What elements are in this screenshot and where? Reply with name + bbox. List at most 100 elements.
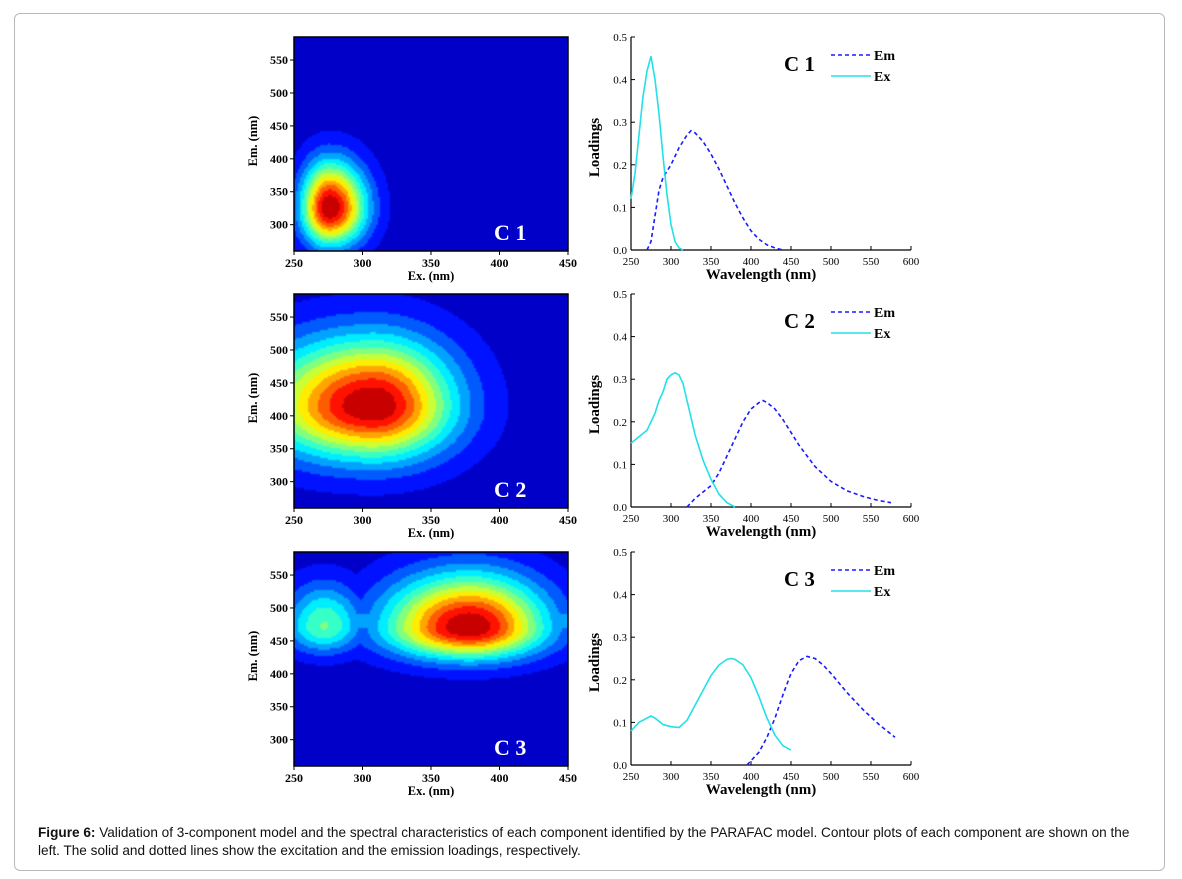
y-tick-label: 400	[270, 667, 288, 681]
x-tick-label: 350	[703, 771, 720, 783]
y-tick-label: 300	[270, 218, 288, 232]
x-tick-label: 450	[559, 771, 577, 785]
y-tick-label: 0.5	[613, 547, 627, 559]
legend-label-em: Em	[874, 306, 895, 321]
x-tick-label: 500	[823, 771, 840, 783]
component-label: C 3	[494, 735, 526, 760]
x-tick-label: 350	[422, 256, 440, 270]
x-tick-label: 400	[743, 256, 760, 268]
series-ex-line	[630, 657, 792, 751]
contour-fill	[294, 37, 568, 251]
component-label: C 3	[784, 567, 815, 591]
legend-label-ex: Ex	[874, 585, 890, 600]
y-tick-label: 350	[270, 442, 288, 456]
x-tick-label: 250	[285, 513, 303, 527]
y-tick-label: 0.0	[613, 502, 627, 514]
y-tick-label: 0.4	[613, 75, 627, 87]
y-tick-label: 0.5	[613, 289, 627, 301]
y-tick-label: 350	[270, 700, 288, 714]
legend-label-ex: Ex	[874, 327, 890, 342]
series-ex-line	[630, 371, 736, 508]
x-tick-label: 250	[623, 256, 640, 268]
y-tick-label: 400	[270, 152, 288, 166]
x-tick-label: 250	[623, 771, 640, 783]
y-tick-label: 0.1	[613, 459, 627, 471]
x-tick-label: 300	[663, 771, 680, 783]
y-tick-label: 0.3	[613, 374, 627, 386]
x-tick-label: 400	[743, 513, 760, 525]
y-tick-label: 0.3	[613, 632, 627, 644]
x-tick-label: 300	[354, 256, 372, 270]
series-ex-line	[630, 55, 684, 251]
x-axis-label: Ex. (nm)	[408, 526, 455, 540]
loadings-plot-3: 250 300 350 400 450 500 550 600 0.0 0.1 0.2 0.3 0.4 0…	[587, 547, 920, 798]
x-tick-label: 350	[703, 256, 720, 268]
loadings-plot-1: 250 300 350 400 450 500 550 600 0.0 0.1 0.2 0.3 0.4 0…	[587, 32, 920, 283]
x-axis-label: Ex. (nm)	[408, 784, 455, 798]
x-tick-label: 600	[903, 256, 920, 268]
contour-fill	[294, 552, 568, 766]
caption-text: Validation of 3-component model and the …	[38, 825, 1130, 858]
y-tick-label: 0.2	[613, 417, 627, 429]
series-em-line	[746, 655, 896, 766]
y-tick-label: 300	[270, 475, 288, 489]
y-tick-label: 500	[270, 86, 288, 100]
x-tick-label: 350	[422, 771, 440, 785]
caption-label: Figure 6:	[38, 825, 96, 840]
figure-frame	[14, 13, 1165, 871]
y-tick-label: 350	[270, 185, 288, 199]
y-axis-label: Em. (nm)	[246, 373, 260, 424]
x-tick-label: 450	[559, 256, 577, 270]
y-axis-label: Loadings	[587, 118, 603, 177]
contour-plot-1: 250 300 350 400 450 300 350 400 450 500 550 Ex. (nm…	[246, 36, 577, 283]
y-tick-label: 0.1	[613, 202, 627, 214]
legend-label-em: Em	[874, 49, 895, 64]
component-label: C 1	[784, 52, 815, 76]
x-tick-label: 450	[783, 256, 800, 268]
x-tick-label: 250	[623, 513, 640, 525]
x-axis-label: Wavelength (nm)	[706, 782, 816, 798]
x-tick-label: 300	[354, 513, 372, 527]
y-tick-label: 0.2	[613, 675, 627, 687]
x-axis-label: Wavelength (nm)	[706, 524, 816, 540]
contour-fill	[294, 294, 568, 508]
y-tick-label: 450	[270, 376, 288, 390]
x-axis-label: Wavelength (nm)	[706, 267, 816, 283]
x-tick-label: 550	[863, 256, 880, 268]
x-tick-label: 400	[491, 771, 509, 785]
x-tick-label: 500	[823, 256, 840, 268]
x-axis-label: Ex. (nm)	[408, 269, 455, 283]
x-tick-label: 550	[863, 513, 880, 525]
x-tick-label: 300	[663, 256, 680, 268]
y-tick-label: 450	[270, 119, 288, 133]
y-tick-label: 400	[270, 409, 288, 423]
x-tick-label: 300	[354, 771, 372, 785]
y-tick-label: 0.4	[613, 332, 627, 344]
x-tick-label: 450	[559, 513, 577, 527]
figure-caption: Figure 6: Validation of 3-component mode…	[38, 824, 1148, 860]
legend-label-ex: Ex	[874, 70, 890, 85]
y-tick-label: 550	[270, 310, 288, 324]
y-axis-label: Em. (nm)	[246, 116, 260, 167]
x-tick-label: 250	[285, 771, 303, 785]
x-tick-label: 400	[743, 771, 760, 783]
y-tick-label: 550	[270, 568, 288, 582]
y-tick-label: 500	[270, 601, 288, 615]
x-tick-label: 450	[783, 771, 800, 783]
y-tick-label: 500	[270, 343, 288, 357]
y-tick-label: 0.2	[613, 160, 627, 172]
series-em-line	[646, 129, 784, 251]
y-tick-label: 550	[270, 53, 288, 67]
x-tick-label: 350	[703, 513, 720, 525]
x-tick-label: 400	[491, 256, 509, 270]
y-tick-label: 450	[270, 634, 288, 648]
component-label: C 2	[784, 309, 815, 333]
x-tick-label: 350	[422, 513, 440, 527]
x-tick-label: 250	[285, 256, 303, 270]
y-axis-label: Loadings	[587, 375, 603, 434]
x-tick-label: 550	[863, 771, 880, 783]
y-axis-label: Em. (nm)	[246, 631, 260, 682]
legend-label-em: Em	[874, 564, 895, 579]
series-em-line	[686, 399, 892, 508]
